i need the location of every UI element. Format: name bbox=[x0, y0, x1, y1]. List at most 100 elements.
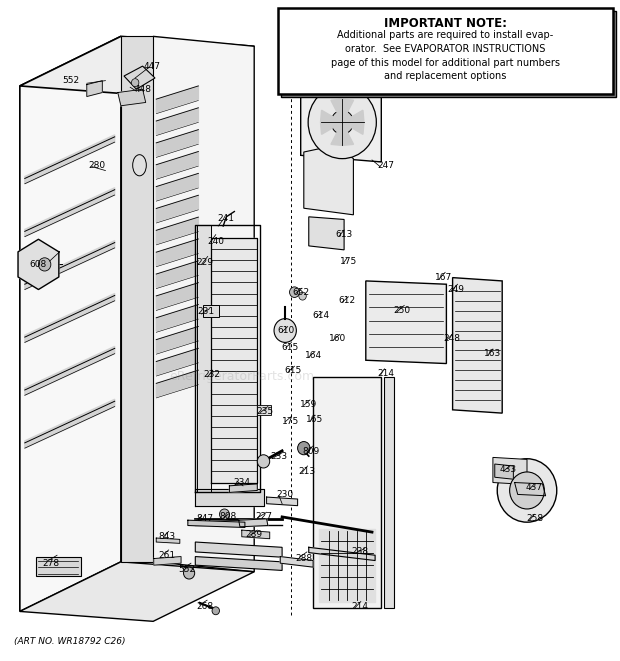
Bar bbox=[203, 305, 219, 317]
Polygon shape bbox=[229, 484, 257, 492]
Polygon shape bbox=[242, 530, 270, 539]
Polygon shape bbox=[309, 217, 344, 250]
Circle shape bbox=[510, 472, 544, 509]
Polygon shape bbox=[156, 217, 198, 243]
Polygon shape bbox=[313, 377, 381, 608]
Polygon shape bbox=[156, 86, 198, 112]
Polygon shape bbox=[25, 293, 115, 342]
Polygon shape bbox=[495, 464, 513, 479]
Polygon shape bbox=[156, 538, 180, 543]
Text: 249: 249 bbox=[447, 285, 464, 294]
Text: (ART NO. WR18792 C26): (ART NO. WR18792 C26) bbox=[14, 637, 125, 646]
Text: 241: 241 bbox=[218, 214, 235, 223]
Circle shape bbox=[274, 319, 296, 342]
Text: Additional parts are required to install evap-
orator.  See EVAPORATOR INSTRUCTI: Additional parts are required to install… bbox=[330, 30, 560, 81]
Text: 612: 612 bbox=[339, 296, 356, 305]
Polygon shape bbox=[304, 145, 353, 215]
Text: 843: 843 bbox=[159, 532, 176, 541]
Text: 230: 230 bbox=[277, 490, 294, 499]
Polygon shape bbox=[156, 173, 198, 200]
Text: 163: 163 bbox=[484, 349, 502, 358]
Text: 159: 159 bbox=[300, 400, 317, 409]
Polygon shape bbox=[87, 81, 102, 97]
FancyBboxPatch shape bbox=[281, 11, 616, 97]
Text: 809: 809 bbox=[303, 447, 320, 456]
Polygon shape bbox=[153, 36, 254, 572]
Text: 175: 175 bbox=[340, 256, 357, 266]
Polygon shape bbox=[121, 36, 153, 562]
Text: 229: 229 bbox=[196, 258, 213, 267]
Text: 610: 610 bbox=[278, 326, 295, 335]
Polygon shape bbox=[197, 225, 211, 492]
Text: 160: 160 bbox=[329, 334, 347, 343]
Ellipse shape bbox=[133, 155, 146, 176]
Polygon shape bbox=[301, 86, 381, 162]
Circle shape bbox=[331, 110, 353, 134]
Text: 213: 213 bbox=[298, 467, 316, 476]
Polygon shape bbox=[156, 283, 198, 309]
Polygon shape bbox=[321, 110, 342, 134]
Text: 232: 232 bbox=[203, 370, 221, 379]
Circle shape bbox=[308, 86, 376, 159]
Polygon shape bbox=[156, 370, 198, 397]
Polygon shape bbox=[20, 562, 254, 621]
Circle shape bbox=[497, 459, 557, 522]
Text: 552: 552 bbox=[179, 565, 196, 574]
Text: 240: 240 bbox=[207, 237, 224, 246]
Text: 437: 437 bbox=[526, 483, 543, 492]
Text: 167: 167 bbox=[435, 273, 452, 282]
Text: 258: 258 bbox=[526, 514, 543, 524]
Polygon shape bbox=[188, 520, 245, 527]
Text: 288: 288 bbox=[295, 554, 312, 563]
Polygon shape bbox=[493, 457, 527, 485]
Text: 433: 433 bbox=[500, 465, 517, 474]
Text: 164: 164 bbox=[304, 351, 322, 360]
Polygon shape bbox=[20, 36, 254, 96]
Circle shape bbox=[290, 287, 299, 297]
Polygon shape bbox=[118, 89, 146, 106]
Text: 447: 447 bbox=[143, 61, 161, 71]
Polygon shape bbox=[156, 239, 198, 266]
Text: 847: 847 bbox=[196, 514, 213, 524]
Polygon shape bbox=[331, 99, 353, 122]
Text: 214: 214 bbox=[377, 369, 394, 378]
Text: 238: 238 bbox=[351, 547, 368, 557]
Circle shape bbox=[184, 567, 195, 579]
Circle shape bbox=[219, 509, 229, 520]
Polygon shape bbox=[515, 483, 546, 496]
Text: 248: 248 bbox=[443, 334, 460, 343]
Polygon shape bbox=[25, 399, 115, 448]
Polygon shape bbox=[25, 346, 115, 395]
Text: 808: 808 bbox=[219, 512, 236, 522]
Text: 231: 231 bbox=[197, 307, 215, 317]
Polygon shape bbox=[453, 278, 502, 413]
Polygon shape bbox=[309, 547, 375, 561]
Polygon shape bbox=[366, 281, 446, 364]
Polygon shape bbox=[195, 557, 282, 570]
Text: 278: 278 bbox=[42, 559, 60, 568]
Text: 165: 165 bbox=[306, 415, 323, 424]
Text: 615: 615 bbox=[284, 366, 301, 375]
Text: 261: 261 bbox=[159, 551, 176, 560]
Polygon shape bbox=[156, 151, 198, 178]
Polygon shape bbox=[36, 557, 81, 576]
Text: 250: 250 bbox=[393, 306, 410, 315]
Polygon shape bbox=[20, 36, 121, 611]
Polygon shape bbox=[25, 241, 115, 290]
Polygon shape bbox=[342, 110, 364, 134]
Polygon shape bbox=[156, 327, 198, 353]
Polygon shape bbox=[156, 305, 198, 331]
Polygon shape bbox=[331, 122, 353, 145]
Text: IMPORTANT NOTE:: IMPORTANT NOTE: bbox=[384, 17, 507, 30]
Polygon shape bbox=[195, 542, 282, 557]
Polygon shape bbox=[280, 557, 313, 567]
Text: 652: 652 bbox=[292, 288, 309, 297]
Circle shape bbox=[38, 258, 51, 271]
Text: 214: 214 bbox=[351, 602, 368, 611]
Text: 268: 268 bbox=[196, 602, 213, 611]
Polygon shape bbox=[156, 261, 198, 288]
Text: 448: 448 bbox=[134, 85, 151, 94]
Circle shape bbox=[299, 292, 306, 300]
Text: 289: 289 bbox=[246, 529, 263, 539]
Polygon shape bbox=[25, 188, 115, 237]
